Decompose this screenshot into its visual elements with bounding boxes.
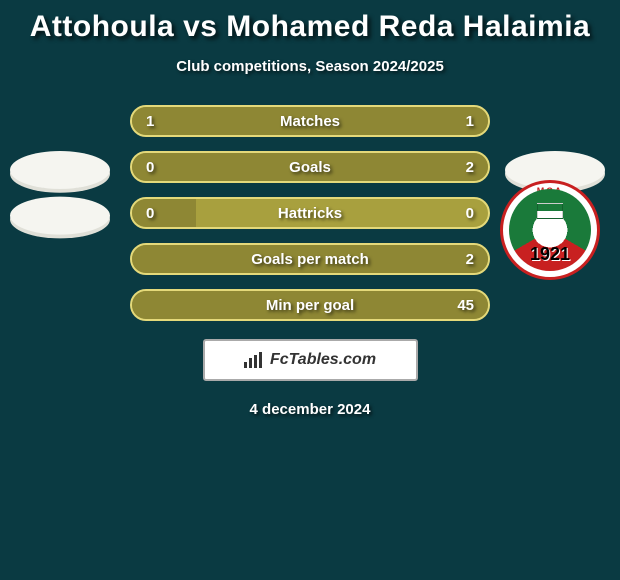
- stat-bar: 11Matches: [130, 105, 490, 137]
- stat-label: Goals: [132, 153, 488, 181]
- stat-bar: 2Goals per match: [130, 243, 490, 275]
- chart-icon: [244, 352, 264, 368]
- stat-bar: 00Hattricks: [130, 197, 490, 229]
- stat-label: Min per goal: [132, 291, 488, 319]
- stat-bar: 02Goals: [130, 151, 490, 183]
- stat-label: Matches: [132, 107, 488, 135]
- stat-label: Hattricks: [132, 199, 488, 227]
- stat-bar: 45Min per goal: [130, 289, 490, 321]
- source-label: FcTables.com: [270, 351, 376, 369]
- flag-icon: [537, 203, 563, 219]
- date-label: 4 december 2024: [0, 401, 620, 418]
- subtitle: Club competitions, Season 2024/2025: [0, 58, 620, 75]
- stat-label: Goals per match: [132, 245, 488, 273]
- infographic: Attohoula vs Mohamed Reda Halaimia Club …: [0, 0, 620, 580]
- stats-bars: 11Matches 02Goals 00Hattricks 2Goals per ma…: [130, 105, 490, 321]
- team-right-year: 1921: [503, 244, 597, 265]
- team-right-logo: MCA 1921: [500, 180, 600, 280]
- page-title: Attohoula vs Mohamed Reda Halaimia: [0, 10, 620, 44]
- player-left-avatar: [10, 151, 110, 189]
- source-logo: FcTables.com: [203, 339, 418, 381]
